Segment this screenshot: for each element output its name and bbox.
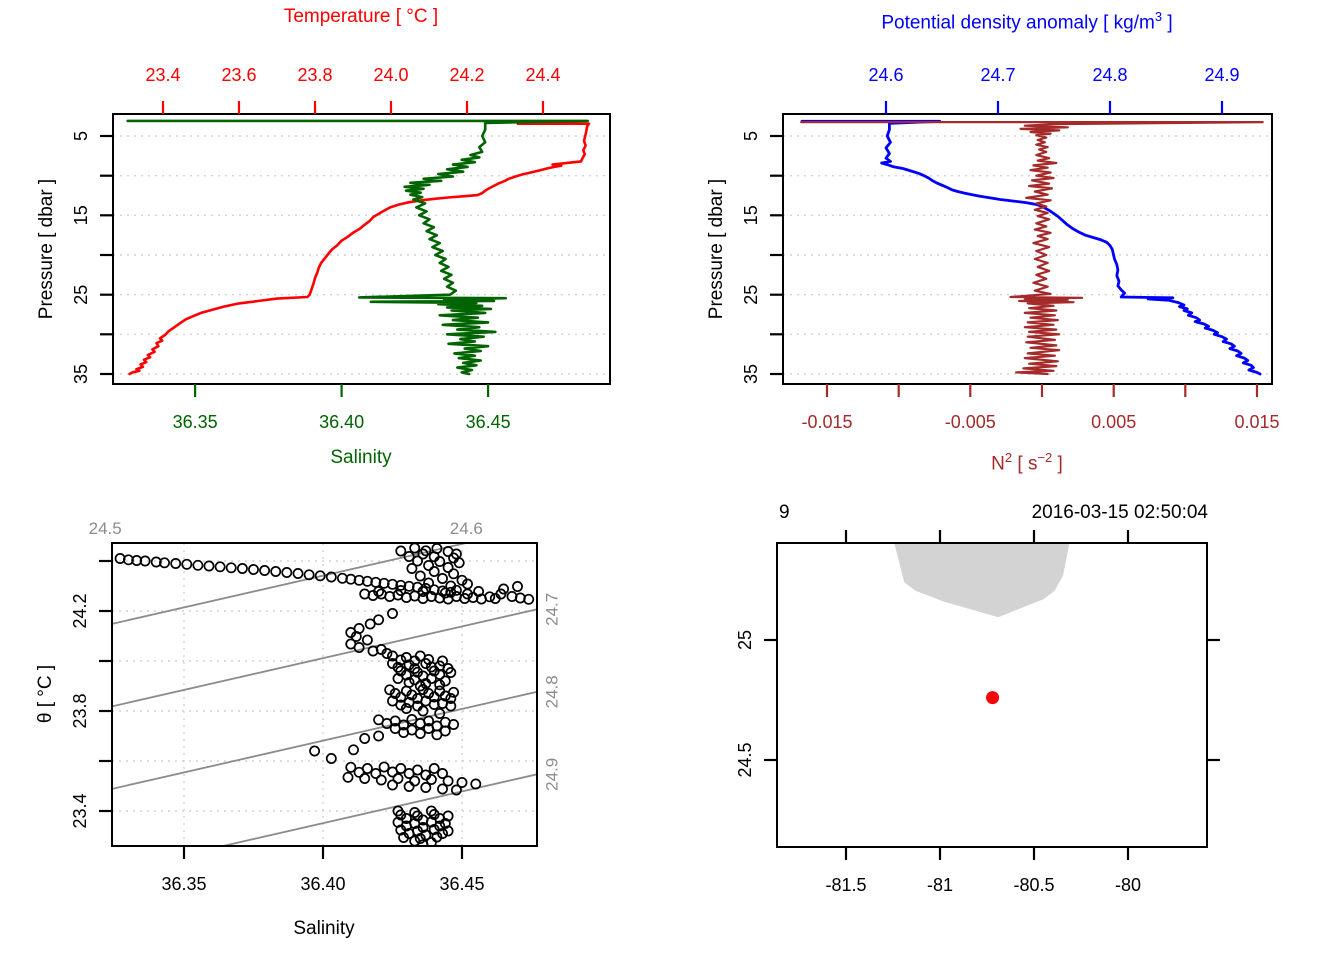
svg-text:24.2: 24.2 — [449, 65, 484, 85]
pressure-gridlines — [113, 135, 610, 375]
profile-series — [126, 119, 591, 376]
n2-axis-title-n: N — [991, 453, 1005, 475]
isopycnal-lines: 24.5 24.6 24.7 24.8 24.9 — [89, 519, 562, 846]
svg-text:24.7: 24.7 — [543, 593, 562, 626]
svg-text:24.0: 24.0 — [373, 65, 408, 85]
latitude-axis-right — [1207, 638, 1220, 762]
density-axis-title: Potential density anomaly [ kg/m3 ] — [827, 5, 1227, 35]
n2-axis-title: N2 [ s−2 ] — [827, 446, 1227, 476]
x-top-axis: 23.4 23.6 23.8 24.0 24.2 24.4 — [145, 65, 561, 114]
temperature-profile-line — [128, 122, 591, 376]
latitude-axis: 25 24.5 — [735, 630, 777, 778]
pressure-axis: 5 15 25 35 — [71, 131, 113, 384]
svg-text:24.5: 24.5 — [735, 742, 755, 777]
svg-text:24.5: 24.5 — [89, 519, 122, 538]
salinity-profile-line — [126, 119, 590, 376]
density-axis-title-close: ] — [1162, 12, 1173, 34]
svg-text:23.6: 23.6 — [221, 65, 256, 85]
ts-profiles-panel: 23.4 23.6 23.8 24.0 24.2 24.4 36.35 36.40 36.45 5… — [71, 65, 611, 432]
svg-text:23.4: 23.4 — [70, 793, 90, 828]
salinity-axis-title-top-panel: Salinity — [330, 447, 392, 468]
svg-text:25: 25 — [741, 285, 761, 305]
ts-diagram-panel: 24.5 24.624.724.824.936.35 36.40 36.4524.22… — [70, 519, 562, 894]
svg-text:-81: -81 — [927, 875, 953, 895]
svg-text:24.8: 24.8 — [1092, 65, 1127, 85]
svg-text:36.40: 36.40 — [319, 412, 364, 432]
svg-text:36.45: 36.45 — [439, 874, 484, 894]
svg-text:35: 35 — [741, 364, 761, 384]
n2-axis-title-sup2: −2 — [1037, 450, 1053, 465]
svg-text:24.6: 24.6 — [868, 65, 903, 85]
station-dot — [986, 691, 1000, 705]
svg-text:24.9: 24.9 — [1204, 65, 1239, 85]
svg-text:15: 15 — [71, 205, 91, 225]
density-axis-title-sup: 3 — [1154, 9, 1163, 24]
svg-text:25: 25 — [71, 285, 91, 305]
plot-frame — [112, 113, 611, 385]
density-n2-profiles-panel: 24.6 24.7 24.8 24.9 -0.015 -0.005 0.005 0.015 5 1… — [741, 65, 1280, 432]
svg-text:35: 35 — [71, 364, 91, 384]
x-bottom-axis: -0.015 -0.005 0.005 0.015 — [801, 384, 1280, 432]
svg-text:24.7: 24.7 — [980, 65, 1015, 85]
svg-text:-0.015: -0.015 — [801, 412, 852, 432]
svg-text:25: 25 — [735, 630, 755, 650]
x-top-axis: 24.6 24.7 24.8 24.9 — [868, 65, 1240, 114]
density-profile-line — [800, 119, 1262, 376]
svg-text:5: 5 — [71, 131, 91, 141]
svg-text:23.4: 23.4 — [145, 65, 180, 85]
svg-text:24.9: 24.9 — [543, 758, 562, 791]
svg-text:0.005: 0.005 — [1091, 412, 1136, 432]
ts-gridlines — [112, 543, 537, 846]
n2-axis-title-close: ] — [1052, 453, 1063, 475]
plot-frame — [782, 113, 1273, 385]
longitude-axis: -81.5 -81 -80.5 -80 — [825, 847, 1141, 895]
plot-frame — [111, 542, 538, 847]
land-polygon — [894, 543, 1070, 618]
plot-frame — [776, 542, 1208, 848]
pressure-axis: 5 15 25 35 — [741, 131, 783, 384]
temperature-axis-title: Temperature [ °C ] — [283, 6, 439, 27]
n2-axis-title-sup: 2 — [1004, 450, 1013, 465]
ts-scatter-points — [114, 543, 535, 846]
svg-text:23.8: 23.8 — [70, 693, 90, 728]
n2-profile-line — [800, 120, 1264, 376]
svg-text:15: 15 — [741, 205, 761, 225]
theta-axis: 24.2 23.8 23.4 — [70, 559, 112, 829]
svg-text:36.40: 36.40 — [300, 874, 345, 894]
station-datetime-title: 2016-03-15 02:50:04 — [1031, 502, 1208, 523]
longitude-axis-top — [844, 530, 1130, 543]
station-number-title: 9 — [779, 502, 790, 523]
svg-text:24.4: 24.4 — [525, 65, 560, 85]
x-bottom-axis: 36.35 36.40 36.45 — [161, 846, 485, 894]
x-bottom-axis: 36.35 36.40 36.45 — [173, 384, 511, 432]
svg-text:36.35: 36.35 — [161, 874, 206, 894]
svg-text:23.8: 23.8 — [297, 65, 332, 85]
svg-text:-0.005: -0.005 — [945, 412, 996, 432]
theta-axis-title: θ [ °C ] — [35, 664, 56, 724]
svg-text:24.8: 24.8 — [543, 675, 562, 708]
pressure-gridlines — [783, 135, 1272, 375]
density-axis-title-text: Potential density anomaly [ kg/m — [881, 12, 1155, 34]
svg-text:36.35: 36.35 — [173, 412, 218, 432]
salinity-axis-title-ts-panel: Salinity — [293, 918, 355, 939]
svg-text:36.45: 36.45 — [466, 412, 511, 432]
svg-text:24.2: 24.2 — [70, 593, 90, 628]
profile-series — [800, 119, 1264, 376]
svg-text:5: 5 — [741, 131, 761, 141]
svg-text:0.015: 0.015 — [1234, 412, 1279, 432]
svg-text:24.6: 24.6 — [450, 519, 483, 538]
station-map-panel: -81.5 -81 -80.5 -80 25 24.5 — [735, 530, 1220, 895]
svg-text:-80: -80 — [1115, 875, 1141, 895]
pressure-axis-title-left: Pressure [ dbar ] — [36, 178, 57, 320]
svg-text:-80.5: -80.5 — [1013, 875, 1054, 895]
n2-axis-title-mid: [ s — [1012, 453, 1038, 475]
pressure-axis-title-right: Pressure [ dbar ] — [706, 178, 727, 320]
svg-text:-81.5: -81.5 — [825, 875, 866, 895]
